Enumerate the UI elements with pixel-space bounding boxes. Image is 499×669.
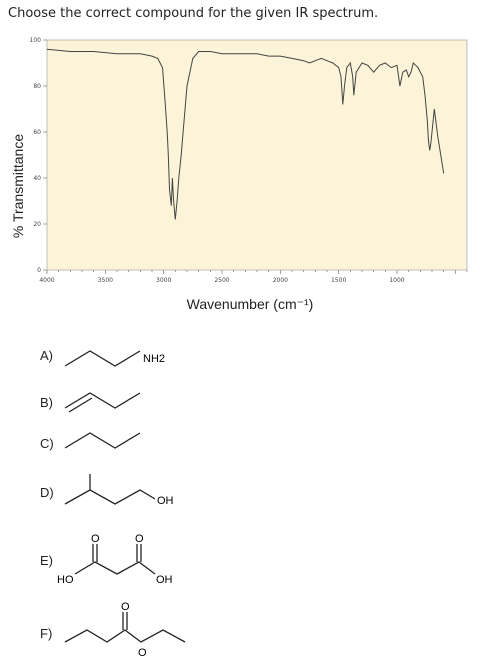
option-f-oxygen-carbonyl: O (121, 601, 130, 613)
option-a-bonds (64, 350, 141, 367)
option-b-bonds (64, 392, 141, 409)
x-tick-label: 2500 (214, 277, 229, 284)
structure-option-f: O O (64, 601, 186, 659)
option-f-bonds (64, 629, 186, 643)
option-c-bonds (64, 432, 141, 449)
option-e-oxygen-1: O (91, 533, 100, 545)
option-e-label: E) (40, 553, 53, 568)
spectrum-line (46, 48, 445, 220)
x-tick-label: 1000 (389, 277, 404, 284)
x-tick-label: 3500 (98, 277, 113, 284)
y-tick-label: 60 (33, 129, 41, 136)
structure-option-d: OH (64, 474, 174, 507)
option-e-oxygen-2: O (135, 533, 144, 545)
y-tick-label: 80 (33, 83, 41, 90)
y-tick-label: 100 (30, 37, 42, 44)
x-tick-label: 3000 (156, 277, 171, 284)
option-d-bonds (64, 474, 156, 505)
y-tick-label: 40 (33, 175, 41, 182)
option-d-hydroxyl-label: OH (157, 495, 174, 507)
option-b-double-bond (68, 397, 93, 413)
option-e-bonds (74, 561, 156, 575)
option-f-label: F) (40, 626, 53, 641)
plot-area (46, 39, 468, 271)
option-b-label: B) (40, 395, 53, 410)
option-e-ho-label: HO (57, 574, 74, 586)
option-a-label: A) (40, 348, 53, 363)
x-tick-label: 1500 (331, 277, 346, 284)
y-ticks: 0 20 40 60 80 100 (30, 37, 47, 274)
option-c-label: C) (40, 436, 54, 451)
option-a-amine-label: NH2 (143, 353, 165, 365)
option-e-oh-label: OH (156, 574, 173, 586)
x-tick-label: 4000 (39, 277, 54, 284)
y-tick-label: 20 (33, 221, 41, 228)
y-tick-label: 0 (37, 267, 41, 274)
option-f-oxygen-ester: O (138, 647, 147, 659)
x-tick-label: 2000 (273, 277, 288, 284)
x-axis-label: Wavenumber (cm⁻¹) (186, 296, 314, 312)
structure-option-c (64, 432, 141, 449)
option-d-label: D) (40, 485, 54, 500)
structure-option-b (64, 392, 141, 413)
x-ticks: 4000 3500 3000 2500 2000 1500 1000 (39, 270, 468, 284)
structure-option-a: NH2 (64, 350, 165, 367)
ir-spectrum-chart: 0 20 40 60 80 100 4000 3500 3000 2500 2000 1500 100… (30, 37, 468, 284)
structure-option-e: HO O O OH (57, 533, 173, 586)
question-text: Choose the correct compound for the give… (8, 6, 379, 21)
